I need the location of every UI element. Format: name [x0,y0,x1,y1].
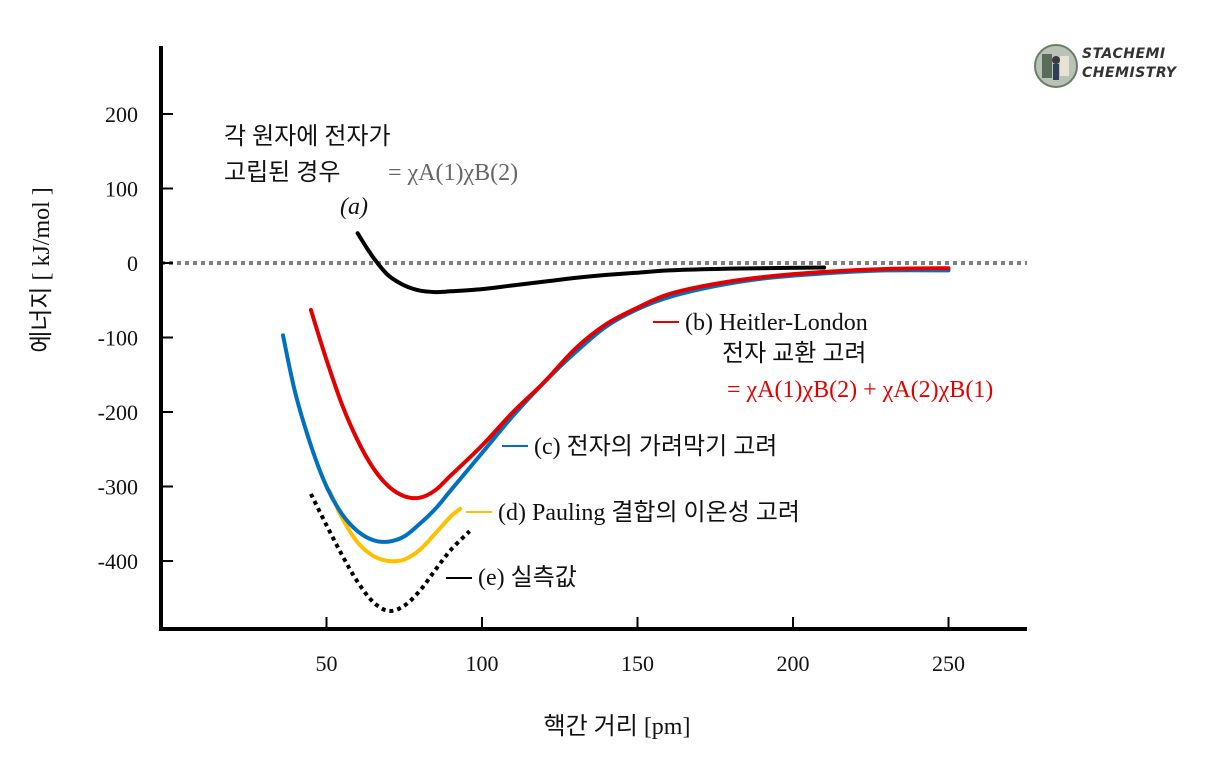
brand-name-line1: STACHEMI [1082,46,1166,62]
y-tick-label: 100 [105,177,138,202]
x-tick-label: 250 [932,651,965,676]
series-line-b [308,266,951,501]
x-tick-label: 200 [777,651,810,676]
y-tick-label: -200 [98,400,138,425]
y-tick-label: -100 [98,326,138,351]
annotation-a-line1: 각 원자에 전자가 [224,123,391,150]
y-tick-label: -400 [98,549,138,574]
annotation-e-text: (e) 실측값 [478,564,577,591]
annotation-c-text: (c) 전자의 가려막기 고려 [534,433,777,460]
brand-name-line2: CHEMISTRY [1082,65,1177,81]
y-axis-title: 에너지 [ kJ/mol ] [28,187,55,353]
brand-logo-icon [1034,44,1078,88]
y-tick-label: 200 [105,102,138,127]
x-tick-label: 150 [621,651,654,676]
annotation-d-text: (d) Pauling 결합의 이온성 고려 [498,499,800,526]
series-line-a [355,231,827,295]
annotation-b-line2: 전자 교환 고려 [722,340,866,367]
brand-watermark: STACHEMI CHEMISTRY [1034,44,1176,88]
series-line-c [281,268,951,544]
y-tick-label: -300 [98,475,138,500]
series-line-e [309,493,471,613]
annotation-b-line1: (b) Heitler-London [685,310,868,336]
y-tick-label: 0 [127,251,138,276]
x-tick-label: 50 [316,651,338,676]
x-tick-label: 100 [466,651,499,676]
series-line-d [327,489,463,564]
annotation-a-formula: = χA(1)χB(2) [388,160,518,186]
x-axis-title: 핵간 거리 [pm] [544,713,691,740]
annotation-a-line2: 고립된 경우 [224,159,340,186]
annotation-a-label: (a) [340,194,368,220]
annotation-b-formula: = χA(1)χB(2) + χA(2)χB(1) [727,377,993,403]
